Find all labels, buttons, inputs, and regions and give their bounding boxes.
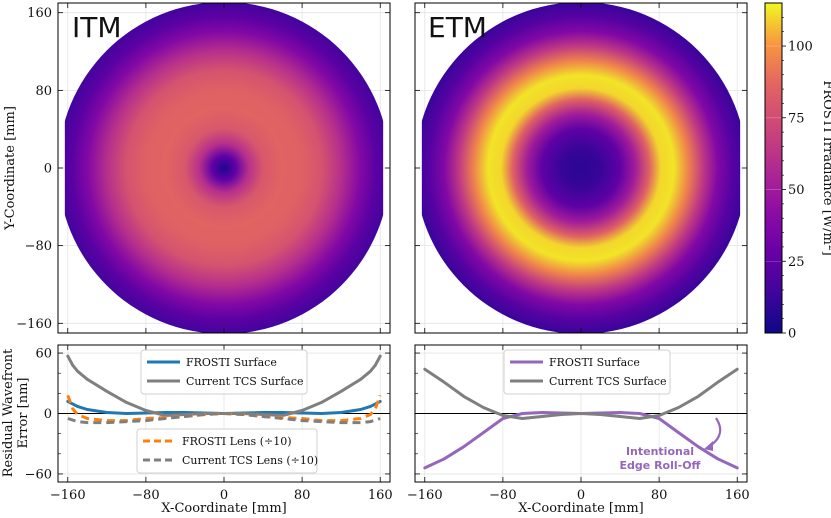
ytick-label: 60 bbox=[35, 347, 52, 362]
colorbar-tick-label: 100 bbox=[788, 40, 813, 55]
ytick-label: 160 bbox=[27, 6, 52, 21]
colorbar-gradient bbox=[765, 3, 782, 333]
itm-legend-lower-box bbox=[136, 428, 318, 474]
colorbar: 0 25 50 75 100 FROSTI Irradiance [W/m2] bbox=[764, 2, 831, 342]
irradiance-disk-etm bbox=[421, 3, 741, 333]
etm-legend: FROSTI Surface Current TCS Surface bbox=[503, 349, 671, 395]
colorbar-tick-label: 75 bbox=[788, 111, 805, 126]
edge-rolloff-annotation: Intentional Edge Roll-Off bbox=[620, 417, 722, 472]
colorbar-label-sup: 2 bbox=[826, 245, 831, 251]
xtick-label: 0 bbox=[577, 488, 585, 503]
xtick-label: −160 bbox=[50, 488, 86, 503]
itm-residual-lines bbox=[66, 354, 382, 425]
xtick-label: 80 bbox=[294, 488, 311, 503]
etm-ticks bbox=[415, 3, 747, 333]
legend-label-etm-frosti-surface: FROSTI Surface bbox=[549, 356, 640, 369]
ytick-label: 80 bbox=[35, 84, 52, 99]
itm-residual-panel: −160 −80 0 80 160 −60 0 60 X-Coordinate [mm] Re… bbox=[1, 344, 393, 516]
itm-legend-upper: FROSTI Surface Current TCS Surface bbox=[140, 349, 308, 395]
etm-residual-ticks: −160 −80 0 80 160 bbox=[407, 345, 750, 503]
itm-legend-lower: FROSTI Lens (÷10) Current TCS Lens (÷10) bbox=[136, 428, 318, 474]
itm-residual-ylabel-line2: Error [nm] bbox=[16, 378, 31, 449]
etm-title: ETM bbox=[428, 11, 487, 44]
ytick-label: −160 bbox=[16, 317, 52, 332]
etm-legend-box bbox=[503, 349, 671, 395]
itm-residual-ylabel-line1: Residual Wavefront bbox=[1, 348, 16, 477]
itm-irradiance-disk bbox=[64, 3, 384, 333]
ytick-label: 0 bbox=[44, 162, 52, 177]
xtick-label: −80 bbox=[489, 488, 516, 503]
etm-heatmap-panel: ETM bbox=[414, 2, 748, 334]
etm-frame bbox=[414, 2, 748, 334]
itm-ylabel: Y-Coordinate [mm] bbox=[3, 106, 18, 231]
annotation-arrow-shaft bbox=[707, 417, 722, 448]
etm-residual-xlabel: X-Coordinate [mm] bbox=[518, 501, 643, 516]
legend-label-tcs-surface: Current TCS Surface bbox=[186, 375, 304, 388]
itm-heatmap-panel: −160 −80 0 80 160 ITM Y-Coordinate [mm] bbox=[3, 2, 391, 334]
etm-residual-panel: −160 −80 0 80 160 X-Coordinate [mm] FROSTI S… bbox=[407, 344, 750, 516]
colorbar-tick-label: 50 bbox=[788, 183, 805, 198]
colorbar-frame bbox=[764, 2, 783, 334]
itm-residual-ticks: −160 −80 0 80 160 −60 0 60 bbox=[25, 345, 393, 503]
ytick-label: 0 bbox=[44, 407, 52, 422]
xtick-label: 80 bbox=[651, 488, 668, 503]
ytick-label: −60 bbox=[25, 467, 52, 482]
xtick-label: −80 bbox=[132, 488, 159, 503]
colorbar-tick-label: 25 bbox=[788, 255, 805, 270]
etm-residual-lines bbox=[423, 367, 739, 470]
itm-residual-frame bbox=[57, 344, 391, 483]
colorbar-label-main: FROSTI Irradiance [W/m bbox=[820, 80, 831, 244]
annotation-line1: Intentional bbox=[626, 445, 694, 458]
annotation-line2: Edge Roll-Off bbox=[620, 459, 701, 472]
colorbar-tick-label: 0 bbox=[788, 327, 796, 342]
ytick-label: −80 bbox=[25, 239, 52, 254]
itm-residual-xlabel: X-Coordinate [mm] bbox=[161, 501, 286, 516]
annotation-arrow-head bbox=[704, 441, 713, 451]
xtick-label: −160 bbox=[407, 488, 443, 503]
itm-ticks: −160 −80 0 80 160 bbox=[16, 3, 390, 333]
itm-legend-upper-box bbox=[140, 349, 308, 395]
colorbar-label-end: ] bbox=[820, 251, 831, 256]
itm-title: ITM bbox=[72, 11, 122, 44]
xtick-label: 0 bbox=[220, 488, 228, 503]
etm-irradiance-disk bbox=[421, 3, 741, 333]
itm-series-current-tcs-lens-10 bbox=[67, 412, 381, 425]
colorbar-ticks: 0 25 50 75 100 bbox=[765, 17, 813, 342]
etm-residual-frame bbox=[414, 344, 748, 483]
legend-label-frosti-lens: FROSTI Lens (÷10) bbox=[182, 435, 291, 448]
etm-series-current-tcs-surface bbox=[423, 367, 739, 420]
xtick-label: 160 bbox=[368, 488, 393, 503]
legend-label-etm-tcs-surface: Current TCS Surface bbox=[549, 375, 667, 388]
legend-label-frosti-surface: FROSTI Surface bbox=[186, 356, 277, 369]
colorbar-label: FROSTI Irradiance [W/m2] bbox=[820, 80, 831, 255]
legend-label-tcs-lens: Current TCS Lens (÷10) bbox=[182, 454, 318, 467]
itm-frame bbox=[57, 2, 391, 334]
irradiance-disk-itm bbox=[64, 3, 384, 333]
xtick-label: 160 bbox=[725, 488, 750, 503]
